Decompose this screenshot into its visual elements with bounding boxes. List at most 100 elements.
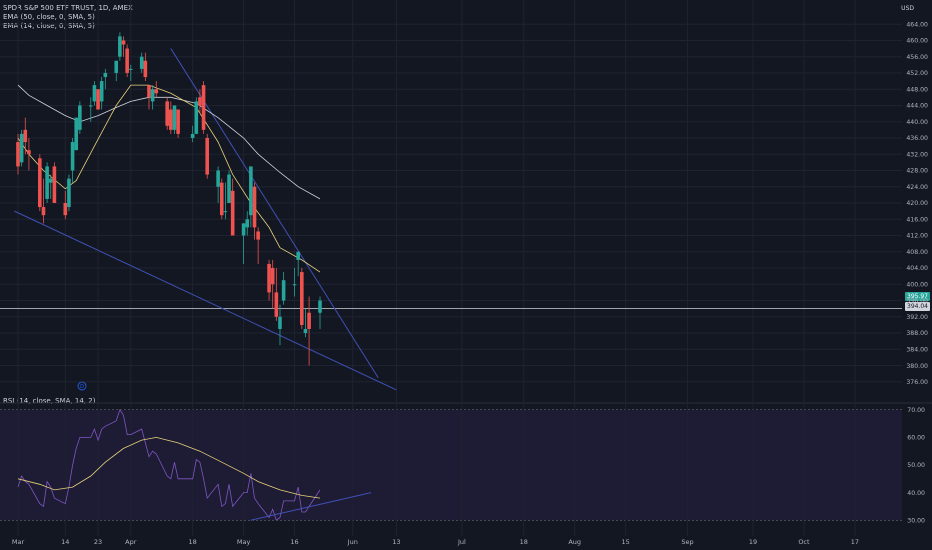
x-tick-label: 17 bbox=[851, 538, 859, 546]
candle bbox=[125, 44, 129, 78]
y-tick-label: 428.00 bbox=[906, 168, 928, 175]
candle bbox=[74, 117, 79, 151]
x-tick-label: Mar bbox=[12, 538, 25, 546]
x-tick-label: 16 bbox=[290, 538, 298, 546]
candle bbox=[256, 227, 260, 264]
candle bbox=[96, 89, 100, 110]
candle-body bbox=[103, 72, 108, 78]
candle-body bbox=[23, 129, 28, 143]
y-tick-label: 376.00 bbox=[906, 379, 928, 386]
rsi-tick-label: 50.00 bbox=[907, 462, 925, 469]
candle-body bbox=[249, 166, 253, 216]
candle bbox=[147, 85, 151, 110]
candle-body bbox=[41, 207, 46, 216]
candle bbox=[67, 174, 71, 212]
x-tick-label: 18 bbox=[189, 538, 197, 546]
candle bbox=[23, 117, 28, 155]
candle bbox=[169, 101, 173, 134]
candle-body bbox=[274, 292, 279, 317]
candle bbox=[19, 129, 24, 167]
y-tick-label: 440.00 bbox=[906, 119, 928, 126]
candle bbox=[92, 81, 97, 106]
candle bbox=[139, 52, 144, 73]
dividend-marker-glyph: D bbox=[80, 384, 84, 390]
candle bbox=[205, 133, 210, 179]
candle bbox=[41, 178, 46, 224]
candle bbox=[99, 77, 104, 110]
candle-body bbox=[92, 85, 97, 102]
candle-body bbox=[303, 328, 308, 334]
candle-body bbox=[139, 56, 144, 69]
candle bbox=[274, 268, 279, 321]
candle-body bbox=[307, 312, 311, 329]
candle-body bbox=[96, 89, 100, 110]
candle-body bbox=[114, 60, 119, 73]
candle-body bbox=[45, 166, 49, 199]
x-tick-label: 23 bbox=[94, 538, 102, 546]
candle-body bbox=[143, 60, 148, 78]
candle bbox=[201, 81, 206, 134]
candle-body bbox=[219, 182, 224, 216]
candle-body bbox=[230, 190, 235, 236]
candle bbox=[307, 296, 311, 366]
candle bbox=[270, 259, 275, 309]
candle bbox=[165, 97, 169, 130]
rsi-line bbox=[17, 408, 321, 521]
last-price-tag: 395.97 bbox=[905, 292, 930, 301]
y-tick-label: 404.00 bbox=[906, 265, 928, 272]
y-tick-label: 396.00 bbox=[906, 298, 928, 305]
candle-body bbox=[52, 166, 57, 203]
ema14-legend: EMA (14, close, 0, SMA, 5) bbox=[3, 22, 95, 30]
y-tick-label: 436.00 bbox=[906, 135, 928, 142]
candle bbox=[190, 125, 195, 143]
x-tick-label: 15 bbox=[622, 538, 630, 546]
candle bbox=[223, 182, 228, 220]
x-tick-label: 19 bbox=[749, 538, 757, 546]
candle-body bbox=[252, 186, 257, 228]
candle-body bbox=[278, 316, 282, 329]
candle bbox=[249, 166, 253, 228]
candle-body bbox=[118, 36, 122, 57]
candle bbox=[103, 68, 108, 90]
candle bbox=[176, 109, 180, 138]
candle bbox=[16, 133, 20, 175]
candle bbox=[63, 190, 68, 220]
ema14-line bbox=[17, 84, 321, 273]
y-tick-label: 420.00 bbox=[906, 200, 928, 207]
candle-body bbox=[296, 251, 300, 260]
x-tick-label: Aug bbox=[568, 538, 581, 546]
candle-body bbox=[292, 284, 297, 286]
x-tick-label: Apr bbox=[125, 538, 137, 546]
candle-body bbox=[16, 142, 20, 167]
y-tick-label: 388.00 bbox=[906, 330, 928, 337]
candle-body bbox=[27, 150, 31, 155]
currency-label: USD bbox=[901, 5, 914, 12]
candle-body bbox=[318, 300, 322, 313]
candle bbox=[278, 304, 282, 346]
y-tick-label: 400.00 bbox=[906, 281, 928, 288]
candle-body bbox=[205, 137, 210, 175]
candle-body bbox=[165, 101, 169, 126]
candle-body bbox=[223, 211, 228, 213]
candle bbox=[230, 178, 235, 236]
rsi-tick-label: 70.00 bbox=[907, 407, 925, 414]
y-tick-label: 412.00 bbox=[906, 233, 928, 240]
candle bbox=[241, 223, 246, 264]
candle bbox=[227, 170, 231, 203]
x-tick-label: Sep bbox=[681, 538, 693, 546]
candle-body bbox=[172, 105, 177, 130]
dividend-marker-circle bbox=[77, 381, 87, 391]
candle bbox=[121, 36, 126, 57]
y-tick-label: 424.00 bbox=[906, 184, 928, 191]
candle bbox=[219, 178, 224, 220]
candle bbox=[88, 97, 93, 122]
candle bbox=[216, 166, 220, 203]
candle bbox=[78, 101, 82, 134]
dividend-marker: D bbox=[77, 381, 87, 391]
candle bbox=[52, 162, 57, 203]
ema50-line bbox=[17, 84, 321, 200]
y-tick-label: 444.00 bbox=[906, 103, 928, 110]
candle-body bbox=[70, 142, 75, 171]
candle bbox=[70, 137, 75, 183]
